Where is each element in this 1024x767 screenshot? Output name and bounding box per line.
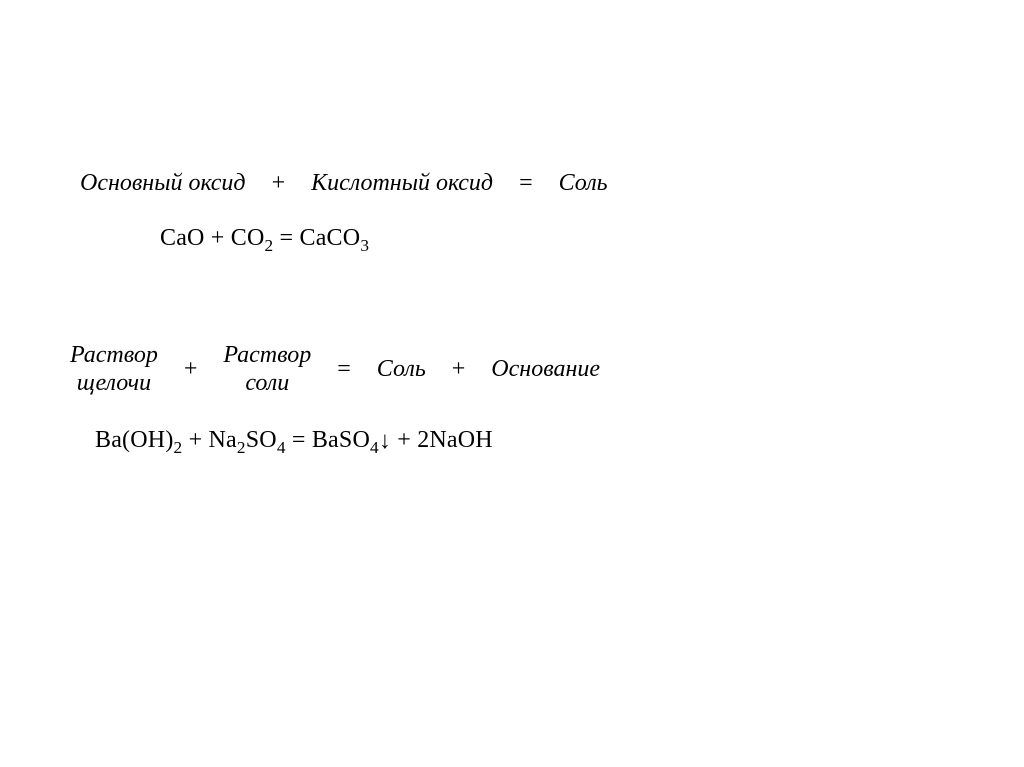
plus-icon: + bbox=[397, 427, 411, 453]
text: CaO bbox=[160, 225, 205, 251]
formula-line: Ba(OH)2 + Na2SO4 = BaSO4↓ + 2NaOH bbox=[95, 427, 493, 454]
line1: Раствор bbox=[223, 342, 311, 370]
formula-baoh2: Ba(OH)2 bbox=[95, 427, 182, 453]
plus-icon: + bbox=[189, 427, 203, 453]
plus-icon: + bbox=[211, 225, 225, 251]
term-alkali-solution: Раствор щелочи bbox=[70, 342, 158, 397]
term-salt-solution: Раствор соли bbox=[223, 342, 311, 397]
term-salt: Соль bbox=[377, 356, 426, 383]
formula-baso4: BaSO4 bbox=[312, 427, 379, 453]
subscript: 2 bbox=[174, 438, 183, 457]
down-arrow-icon: ↓ bbox=[379, 428, 391, 455]
term-basic-oxide: Основный оксид bbox=[80, 170, 246, 197]
equals-icon: = bbox=[337, 356, 351, 383]
formula-co2: CO2 bbox=[231, 225, 274, 251]
line1: Раствор bbox=[70, 342, 158, 370]
text: Ba(OH) bbox=[95, 427, 174, 453]
subscript: 4 bbox=[277, 438, 286, 457]
text: BaSO bbox=[312, 427, 370, 453]
text: Na bbox=[209, 427, 237, 453]
line2: соли bbox=[245, 370, 289, 398]
word-equation-2: Раствор щелочи + Раствор соли = Соль + О… bbox=[70, 342, 1024, 397]
word-equation-1: Основный оксид + Кислотный оксид = Соль bbox=[80, 170, 1024, 197]
plus-icon: + bbox=[184, 356, 198, 383]
plus-icon: + bbox=[272, 170, 286, 197]
text: SO bbox=[246, 427, 277, 453]
plus-icon: + bbox=[452, 356, 466, 383]
formula-na2so4: Na2SO4 bbox=[209, 427, 286, 453]
subscript: 3 bbox=[360, 236, 369, 255]
equals-icon: = bbox=[519, 170, 533, 197]
term-base: Основание bbox=[491, 356, 600, 383]
chemical-equation-2: Ba(OH)2 + Na2SO4 = BaSO4↓ + 2NaOH bbox=[95, 427, 1024, 454]
term-salt: Соль bbox=[559, 170, 608, 197]
chemical-equation-1: CaO + CO2 = CaCO3 bbox=[160, 225, 1024, 252]
subscript: 2 bbox=[265, 236, 274, 255]
formula-2naoh: 2NaOH bbox=[417, 427, 493, 453]
line2: щелочи bbox=[77, 370, 151, 398]
text: CaCO bbox=[300, 225, 361, 251]
equals-icon: = bbox=[292, 427, 306, 453]
equals-icon: = bbox=[280, 225, 294, 251]
formula-caco3: CaCO3 bbox=[300, 225, 370, 251]
page: Основный оксид + Кислотный оксид = Соль … bbox=[0, 0, 1024, 767]
subscript: 2 bbox=[237, 438, 246, 457]
term-acidic-oxide: Кислотный оксид bbox=[311, 170, 493, 197]
formula-cao: CaO + CO2 = CaCO3 bbox=[160, 225, 369, 252]
subscript: 4 bbox=[370, 438, 379, 457]
text: CO bbox=[231, 225, 265, 251]
